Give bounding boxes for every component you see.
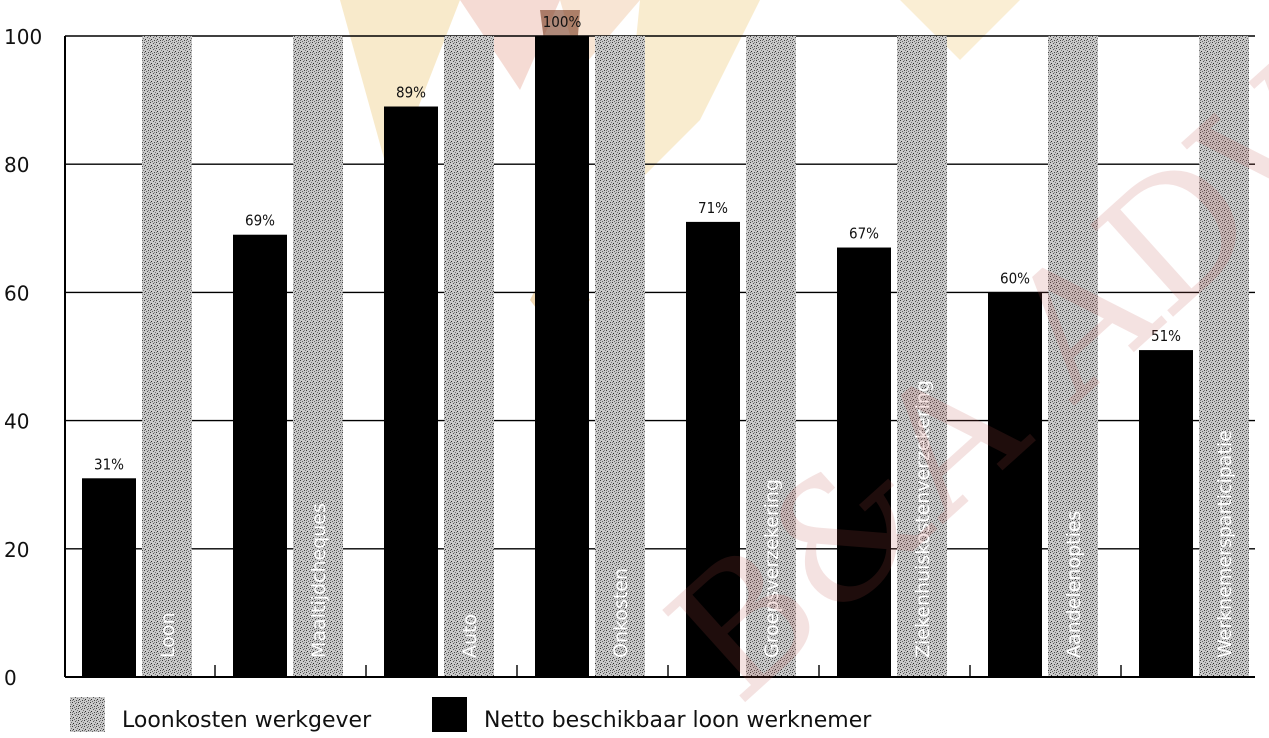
bar-cost [444, 36, 494, 677]
bar-cost [897, 36, 947, 677]
bar-net [988, 292, 1042, 677]
data-label: 89% [396, 84, 426, 102]
data-label: 31% [94, 455, 124, 473]
data-label: 51% [1151, 327, 1181, 345]
legend-label-cost: Loonkosten werkgever [122, 708, 372, 733]
axes: 0 20 40 60 80 100 [4, 25, 1255, 690]
data-label: 71% [698, 199, 728, 217]
bar-cost [142, 36, 192, 677]
y-tick-label: 60 [4, 281, 29, 305]
bar-cost [1199, 36, 1249, 677]
data-label: 60% [1000, 269, 1030, 287]
category-label: Maaltijdcheques [308, 503, 330, 658]
legend-swatch-net [432, 697, 467, 732]
bar-net [1139, 350, 1193, 677]
bar-cost [746, 36, 796, 677]
category-label: Loon [157, 612, 179, 658]
legend-label-net: Netto beschikbaar loon werknemer [484, 708, 872, 733]
bars [82, 36, 1249, 677]
legend: Loonkosten werkgever Netto beschikbaar l… [70, 697, 872, 733]
bar-net [82, 478, 136, 677]
legend-swatch-cost [70, 697, 105, 732]
data-label: 69% [245, 212, 275, 230]
category-label: Groepsverzekering [761, 479, 783, 658]
bar-net [837, 247, 891, 677]
data-label: 67% [849, 225, 879, 243]
category-label: Werknemersparticipatie [1214, 430, 1236, 658]
bar-net [535, 36, 589, 677]
category-label: Auto [459, 614, 481, 658]
category-label: Ziekenhuiskostenverzekering [912, 380, 934, 658]
bar-cost [293, 36, 343, 677]
y-tick-label: 40 [4, 410, 29, 434]
bar-cost [595, 36, 645, 677]
y-tick-label: 80 [4, 153, 29, 177]
bar-net [384, 106, 438, 677]
data-labels: 31% Loon 69% Maaltijdcheques 89% Auto 100% Onko… [94, 13, 1236, 658]
y-tick-label: 20 [4, 538, 29, 562]
y-tick-label: 100 [4, 25, 42, 49]
y-tick-label: 0 [4, 666, 17, 690]
bar-net [233, 234, 287, 677]
data-label: 100% [543, 13, 582, 31]
category-label: Aandelenopties [1063, 511, 1085, 658]
bar-cost [1048, 36, 1098, 677]
bar-net [686, 221, 740, 677]
category-label: Onkosten [610, 568, 632, 658]
